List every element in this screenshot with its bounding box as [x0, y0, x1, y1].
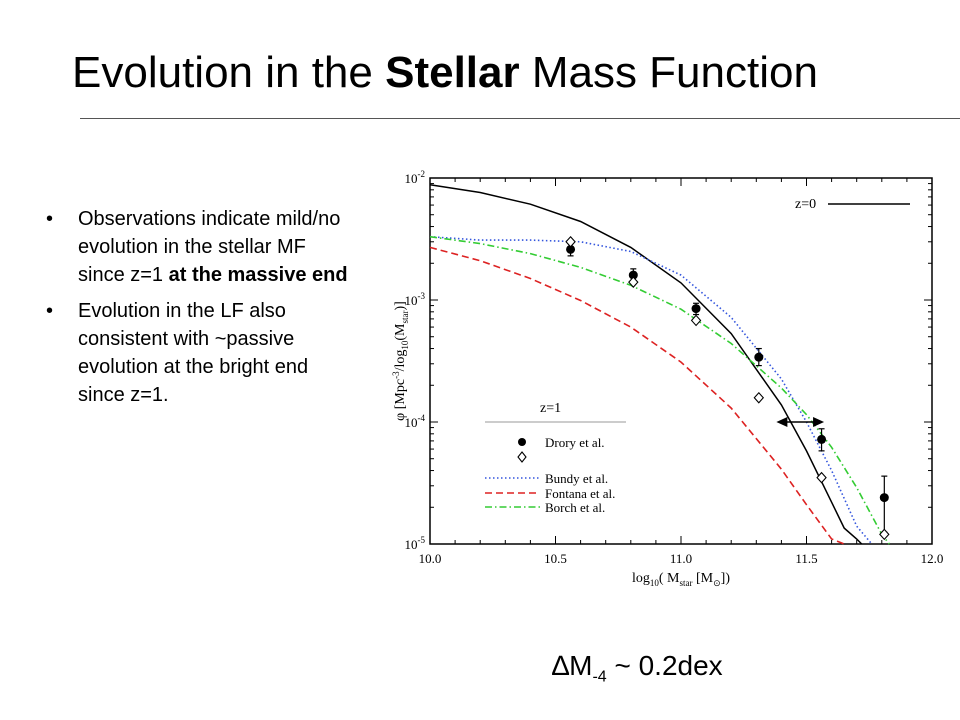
bullet-item: • Evolution in the LF also consistent wi… — [28, 297, 348, 409]
arrow-annotation — [776, 417, 825, 427]
data-point-open-diamond — [628, 276, 639, 288]
data-point-open-diamond — [565, 235, 576, 248]
title-divider — [80, 118, 960, 119]
delta-mass-caption: ∆M-4 ~ 0.2dex — [552, 650, 723, 687]
data-point-filled-circle — [817, 434, 827, 444]
legend-label-drory: Drory et al. — [545, 435, 605, 450]
data-points — [565, 235, 890, 541]
series-line-fontana-et-al — [429, 246, 845, 545]
mass-function-chart: 10.0 10.5 11.0 11.5 12.0 10-5 10-4 10-3 10-2 z=… — [390, 160, 960, 595]
bullet-1-text: Observations indicate mild/no evolution … — [78, 208, 341, 286]
x-tick-label: 10.5 — [544, 551, 567, 566]
legend-z0: z=0 — [795, 197, 910, 212]
bullet-dot: • — [46, 300, 54, 322]
x-tick-label: 12.0 — [921, 551, 944, 566]
legend-label: Bundy et al. — [545, 471, 608, 486]
caption-subscript: -4 — [592, 668, 607, 686]
bullet-1-bold-text: at the massive end — [168, 264, 348, 286]
y-tick-label: 10-2 — [405, 169, 426, 186]
legend-z0-label: z=0 — [795, 197, 816, 212]
title-text-pre: Evolution in the — [72, 48, 386, 97]
bullet-list: • Observations indicate mild/no evolutio… — [28, 205, 348, 417]
x-tick-label: 10.0 — [419, 551, 442, 566]
legend-label: Fontana et al. — [545, 486, 615, 501]
legend-open-diamond-marker — [517, 451, 527, 463]
caption-delta: ∆M — [552, 650, 593, 681]
legend-filled-circle-marker — [518, 438, 526, 446]
slide-title: Evolution in the Stellar Mass Function — [72, 48, 818, 98]
series-lines — [429, 184, 890, 545]
y-tick-label: 10-4 — [405, 413, 426, 430]
bullet-2-text: Evolution in the LF also consistent with… — [78, 300, 309, 406]
data-point-open-diamond — [753, 391, 765, 404]
arrow-head-left — [776, 417, 788, 427]
data-point-filled-circle — [879, 493, 889, 503]
x-tick-label: 11.0 — [670, 551, 692, 566]
title-text-post: Mass Function — [519, 48, 818, 97]
plot-frame — [429, 177, 933, 545]
chart-svg: 10.0 10.5 11.0 11.5 12.0 10-5 10-4 10-3 10-2 z=… — [391, 169, 944, 588]
data-point-open-diamond — [816, 471, 827, 484]
title-text-bold: Stellar — [385, 48, 520, 97]
data-point-filled-circle — [566, 244, 576, 254]
y-tick-label: 10-3 — [405, 291, 426, 308]
data-point-open-diamond — [690, 314, 702, 327]
x-axis: 10.0 10.5 11.0 11.5 12.0 — [419, 178, 944, 566]
x-tick-label: 11.5 — [795, 551, 817, 566]
y-tick-label: 10-5 — [405, 535, 426, 552]
series-line-borch-et-al — [429, 235, 890, 545]
legend-label: Borch et al. — [545, 500, 605, 515]
bullet-item: • Observations indicate mild/no evolutio… — [28, 205, 348, 289]
data-point-filled-circle — [628, 270, 638, 280]
legend-z1: z=1 Drory et al. Bundy et al.Fontana et a… — [485, 401, 626, 515]
arrow-head-right — [813, 417, 825, 427]
data-point-open-diamond — [879, 528, 890, 541]
y-axis: 10-5 10-4 10-3 10-2 — [405, 169, 932, 552]
caption-rest: ~ 0.2dex — [606, 650, 723, 681]
x-axis-label: log10( Mstar [M⊙]) — [632, 571, 730, 588]
bullet-dot: • — [46, 208, 54, 230]
y-axis-label: φ [Mpc-3/log10(Mstar)] — [391, 301, 410, 421]
series-line-bundy-et-al — [429, 235, 873, 545]
data-point-filled-circle — [691, 304, 701, 314]
data-point-filled-circle — [754, 352, 764, 362]
series-line-z-0 — [429, 184, 863, 545]
legend-z1-label: z=1 — [540, 401, 561, 416]
